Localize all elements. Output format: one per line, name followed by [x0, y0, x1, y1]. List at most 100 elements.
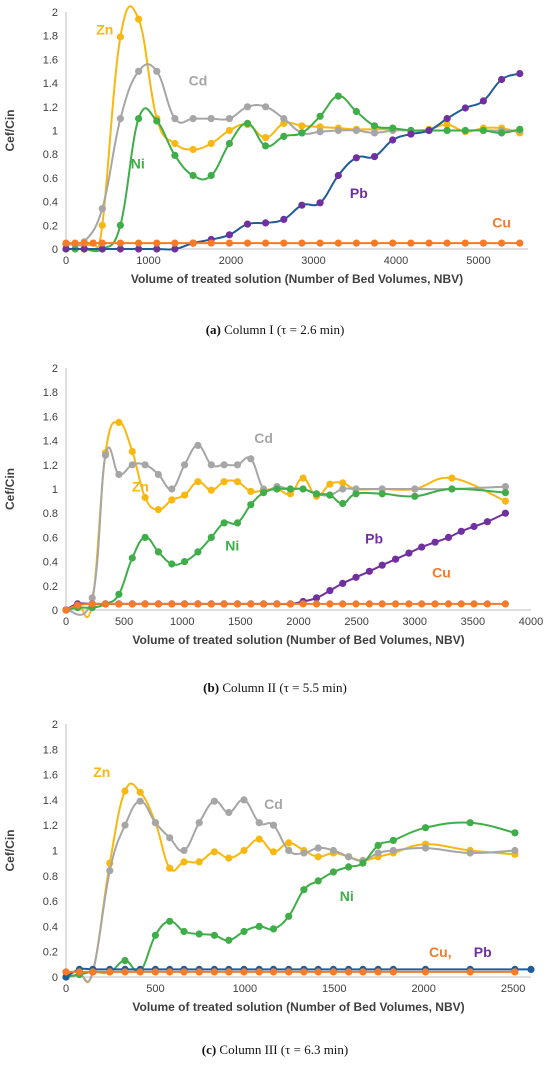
series-pb [62, 509, 509, 614]
series-ni [62, 485, 509, 614]
data-point [116, 245, 124, 253]
data-point [136, 797, 144, 805]
data-point [220, 519, 228, 527]
data-point [135, 245, 143, 253]
data-point [345, 968, 353, 976]
data-point [166, 864, 174, 872]
series-cu [62, 239, 524, 247]
data-point [425, 239, 433, 247]
data-point [498, 75, 506, 84]
data-point [128, 600, 136, 608]
data-point [225, 854, 233, 862]
y-tick-label: 2 [52, 7, 58, 19]
caption-column-2: (b) Column II (τ = 5.5 min) [0, 680, 550, 696]
data-point [247, 501, 255, 509]
y-tick-label: 0.4 [43, 921, 58, 933]
data-point [240, 927, 248, 936]
data-point [62, 968, 70, 976]
data-point [141, 600, 149, 608]
x-tick-label: 0 [63, 983, 69, 995]
data-point [180, 968, 188, 976]
x-tick-label: 1000 [170, 616, 194, 628]
data-point [189, 239, 197, 247]
data-point [466, 968, 474, 976]
data-point [88, 594, 96, 602]
data-point [461, 239, 469, 247]
data-point [115, 600, 123, 608]
y-tick-label: 0.6 [43, 532, 58, 544]
data-point [225, 968, 233, 976]
data-point [220, 478, 228, 486]
data-point [286, 485, 294, 493]
y-tick-label: 0 [52, 972, 58, 984]
data-point [260, 489, 268, 497]
y-axis-title: Cef/Cin [3, 830, 17, 872]
data-point [443, 121, 451, 129]
series-label: Zn [132, 478, 149, 494]
data-point [151, 931, 159, 939]
x-tick-label: 1500 [322, 983, 346, 995]
data-point [483, 600, 491, 608]
data-point [154, 506, 162, 514]
series-label: Cd [254, 430, 273, 446]
data-point [225, 115, 233, 123]
data-point [180, 858, 188, 866]
series-label: Pb [365, 530, 383, 546]
series-label: Ni [131, 155, 145, 171]
data-point [299, 474, 307, 482]
data-point [316, 199, 324, 207]
x-tick-label: 2000 [411, 983, 435, 995]
x-tick-label: 2500 [344, 616, 368, 628]
data-point [80, 239, 88, 247]
x-tick-label: 3000 [403, 616, 427, 628]
data-point [233, 600, 242, 608]
data-point [153, 67, 161, 75]
data-point [352, 239, 360, 247]
data-point [411, 492, 419, 500]
data-point [479, 97, 487, 105]
data-point [194, 548, 202, 556]
data-point [75, 968, 83, 976]
data-point [298, 239, 306, 247]
caption-column-1: (a) Column I (τ = 2.6 min) [0, 322, 550, 338]
data-point [314, 844, 322, 852]
data-point [116, 33, 124, 41]
y-axis-title: Cef/Cin [3, 110, 17, 152]
data-point [180, 846, 188, 855]
data-point [448, 485, 456, 493]
data-point [195, 930, 203, 938]
data-point [516, 239, 524, 247]
series-label: Ni [225, 538, 239, 554]
data-point [101, 600, 110, 608]
data-point [62, 239, 70, 247]
data-point [300, 968, 308, 976]
data-point [273, 485, 281, 493]
data-point [207, 171, 215, 180]
y-tick-label: 1 [52, 484, 58, 496]
data-point [527, 965, 535, 973]
data-point [457, 600, 465, 608]
series-cd [62, 441, 509, 616]
data-point [511, 829, 519, 837]
data-point [378, 600, 386, 608]
chart-column-3: 0 0.2 0.4 0.6 0.8 1 1.2 1.4 1.6 1.8 2 0 500 1000 1500 2… [3, 719, 535, 1014]
data-point [359, 859, 367, 867]
x-tick-label: 2000 [219, 255, 243, 267]
data-point [106, 968, 114, 976]
data-point [298, 129, 306, 137]
y-tick-label: 0.2 [43, 947, 58, 959]
data-point [121, 787, 129, 795]
data-point [154, 548, 162, 556]
data-point [389, 836, 397, 844]
chart-column-2: 0 0.2 0.4 0.6 0.8 1 1.2 1.4 1.6 1.8 2 0 500 1000 1500 2… [3, 363, 543, 647]
data-point [285, 846, 293, 855]
data-point [115, 418, 123, 426]
data-point [443, 239, 451, 247]
data-point [166, 917, 174, 925]
y-tick-label: 1.8 [43, 387, 58, 399]
data-point [443, 126, 451, 135]
data-point [260, 600, 268, 608]
data-point [189, 145, 197, 154]
data-point [269, 968, 278, 976]
data-point [98, 239, 106, 247]
